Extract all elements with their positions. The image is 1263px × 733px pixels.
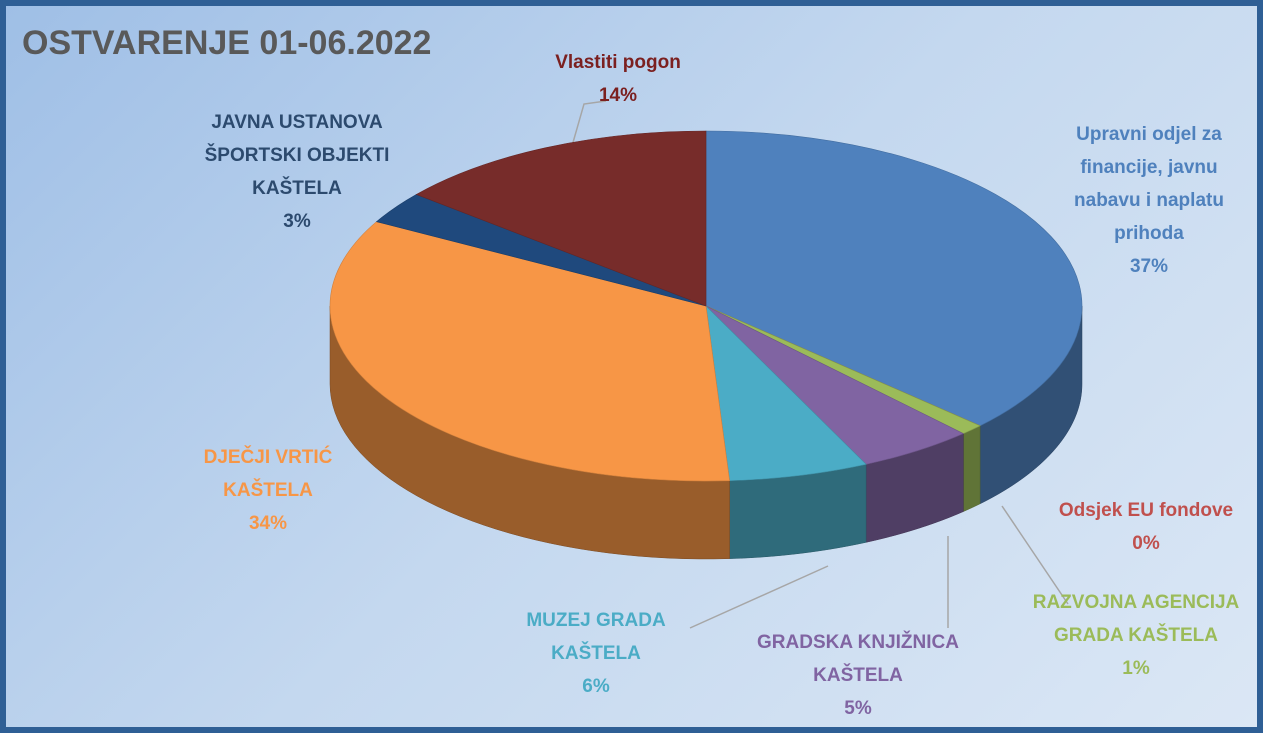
category-name: JAVNA USTANOVA ŠPORTSKI OBJEKTI KAŠTELA [204, 112, 390, 199]
value-label: 6% [582, 676, 610, 697]
slice [705, 130, 1083, 427]
chart-title: OSTVARENJE 01-06.2022 [22, 24, 432, 62]
slice-side [963, 425, 981, 512]
slice-label: Vlastiti pogon 14% [518, 46, 718, 112]
value-label: 0% [1132, 533, 1160, 554]
slice-label: JAVNA USTANOVA ŠPORTSKI OBJEKTI KAŠTELA 3… [182, 106, 412, 238]
category-name: MUZEJ GRADA KAŠTELA [526, 610, 666, 664]
value-label: 34% [248, 513, 288, 534]
slice-label: Odsjek EU fondove 0% [1026, 494, 1257, 560]
leader-line [1001, 505, 1069, 605]
value-label: 37% [1129, 256, 1169, 277]
slice-label: Upravni odjel za financije, javnu nabavu… [1049, 118, 1249, 283]
slice-label: RAZVOJNA AGENCIJA GRADA KAŠTELA 1% [1026, 586, 1246, 685]
category-name: Vlastiti pogon [555, 52, 681, 73]
leader-line [689, 565, 829, 629]
pie-area [329, 100, 1083, 629]
value-label: 5% [844, 698, 872, 719]
slice [705, 305, 867, 481]
leader-lines [571, 100, 1069, 629]
value-label: 3% [283, 211, 311, 232]
slice-label: GRADSKA KNJIŽNICA KAŠTELA 5% [733, 626, 983, 725]
value-label: 1% [1122, 658, 1150, 679]
category-name: RAZVOJNA AGENCIJA GRADA KAŠTELA [1032, 592, 1240, 646]
leader-line [571, 100, 607, 147]
category-name: Upravni odjel za financije, javnu nabavu… [1074, 124, 1224, 244]
slice-label: MUZEJ GRADA KAŠTELA 6% [511, 604, 681, 703]
category-name: GRADSKA KNJIŽNICA KAŠTELA [757, 632, 959, 686]
value-label: 14% [598, 85, 638, 106]
slice [415, 130, 707, 307]
slice-label: DJEČJI VRTIĆ KAŠTELA 34% [193, 441, 343, 540]
category-name: Odsjek EU fondove [1058, 500, 1234, 521]
category-name: DJEČJI VRTIĆ KAŠTELA [203, 447, 333, 501]
